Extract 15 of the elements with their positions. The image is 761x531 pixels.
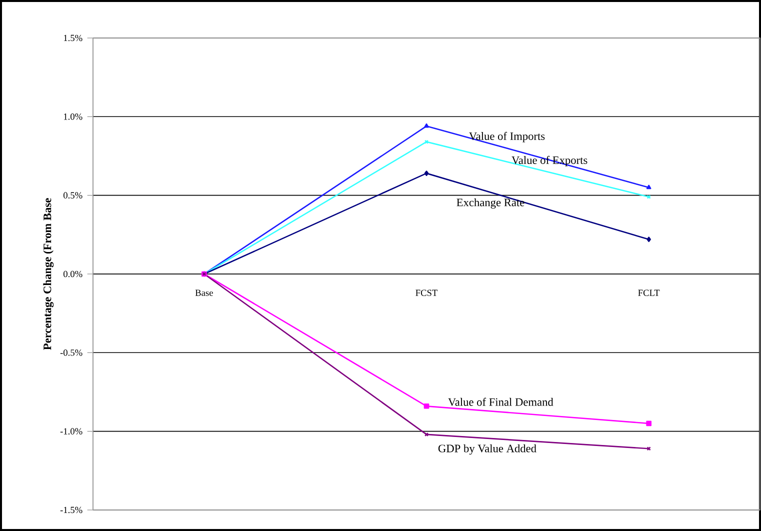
y-tick-label: -1.0%: [60, 428, 82, 434]
series-label: Value of Final Demand: [448, 398, 554, 406]
x-tick-label: FCST: [416, 290, 438, 296]
y-tick-label: -0.5%: [60, 349, 82, 356]
x-tick-label: FCLT: [638, 290, 660, 296]
series-label: Exchange Rate: [456, 198, 524, 209]
series-label: Value of Imports: [469, 132, 545, 142]
y-axis-title: Percentage Change (From Base: [43, 198, 54, 350]
y-tick-label: 0.5%: [64, 192, 82, 198]
y-tick-label: 0.0%: [64, 270, 82, 278]
series-label: GDP by Value Added: [438, 444, 536, 455]
y-tick-label: -1.5%: [60, 506, 82, 514]
y-tick-label: 1.5%: [64, 34, 82, 42]
x-tick-label: Base: [195, 290, 213, 296]
y-tick-label: 1.0%: [64, 113, 82, 120]
